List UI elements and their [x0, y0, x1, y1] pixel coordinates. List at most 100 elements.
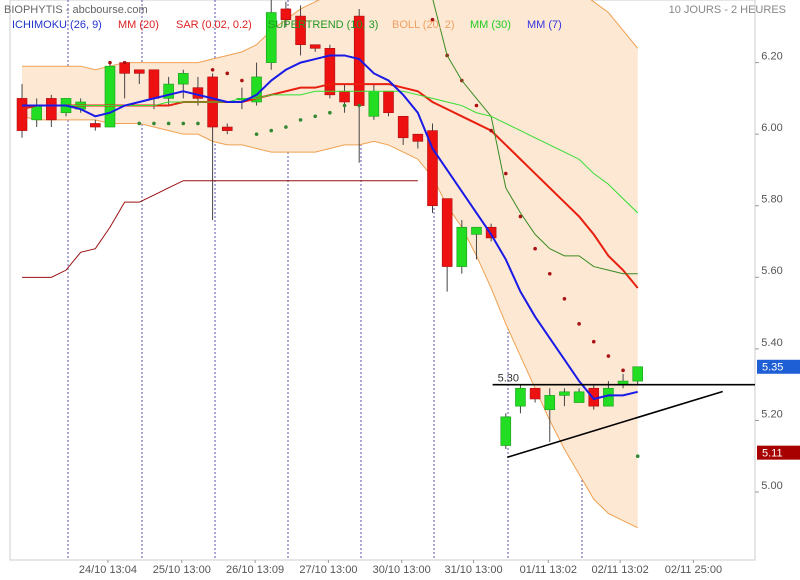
legend-entry: ICHIMOKU (26, 9) [12, 19, 102, 31]
candle-body [324, 48, 336, 96]
sar-dot [298, 118, 303, 122]
y-tick-label: 5.80 [761, 194, 782, 206]
candle-body [485, 226, 497, 239]
candle-body [339, 90, 350, 103]
legend-entry: MM (7) [527, 19, 562, 31]
candle-body [573, 391, 585, 403]
sar-dot [547, 271, 552, 276]
sar-dot [108, 60, 112, 65]
candle-body [280, 8, 292, 20]
sar-dot [196, 121, 200, 126]
candle-body [427, 130, 438, 207]
candle-body [295, 15, 306, 46]
candle-body [515, 387, 526, 407]
y-tick-label: 5.40 [761, 337, 782, 349]
legend-entry: MM (20) [118, 19, 159, 31]
sar-dot [606, 354, 611, 358]
sar-dot [313, 114, 318, 119]
sar-dot [240, 78, 244, 83]
x-tick-label: 27/10 13:00 [299, 564, 357, 576]
sar-dot [577, 322, 581, 326]
indicator-line [22, 180, 418, 278]
sar-dot [166, 121, 171, 126]
candle-body [221, 126, 233, 131]
sar-dot [137, 121, 142, 126]
x-tick-label: 24/10 13:04 [79, 564, 137, 576]
price-marker-label: 5.11 [762, 448, 783, 460]
x-tick-label: 30/10 13:00 [373, 564, 431, 576]
candle-body [134, 69, 145, 74]
x-tick-label: 26/10 13:09 [226, 564, 284, 576]
x-tick-label: 31/10 13:00 [444, 564, 502, 576]
y-tick-label: 6.00 [761, 122, 782, 134]
sar-dot [269, 128, 274, 133]
sar-dot [635, 454, 640, 459]
x-tick-label: 01/11 13:02 [520, 564, 577, 576]
sar-dot [328, 110, 332, 115]
sar-dot [254, 132, 259, 136]
candle-body [559, 391, 570, 396]
sar-dot [474, 103, 479, 108]
price-marker-label: 5.35 [762, 362, 783, 374]
chart-subtitle: 10 JOURS - 2 HEURES [669, 4, 786, 16]
candle-body [177, 73, 189, 85]
candle-body [309, 44, 321, 49]
sar-dot [518, 214, 523, 219]
indicator-line [432, 0, 638, 275]
sar-dot [122, 60, 127, 65]
x-tick-label: 02/11 13:02 [591, 564, 648, 576]
y-tick-label: 5.00 [761, 480, 782, 492]
sar-dot [357, 103, 361, 108]
trend-line [507, 390, 723, 459]
y-tick-label: 6.20 [761, 51, 782, 63]
candle-body [383, 90, 394, 114]
indicator-line [22, 54, 638, 401]
candle-body [471, 226, 482, 235]
candle-body [31, 105, 42, 121]
candle-body [104, 65, 116, 128]
price-marker [757, 445, 800, 460]
sar-dot [210, 67, 215, 72]
sar-dot [562, 296, 567, 301]
support-label: 5.30 [498, 373, 519, 385]
overlay: ICHIMOKU (26, 9) MM (20) SAR (0.02, 0.2) SU… [12, 19, 800, 576]
sar-dot [503, 171, 508, 176]
y-tick-label: 5.20 [761, 408, 782, 420]
candle-body [148, 69, 160, 99]
chart-title: BIOPHYTIS - abcbourse.com [4, 4, 148, 16]
candle-body [16, 98, 28, 131]
candle-body [397, 115, 409, 139]
candle-body [529, 387, 541, 400]
candle-body [90, 123, 101, 128]
candle-body [441, 198, 453, 267]
sar-dot [430, 17, 435, 22]
candle-body [163, 83, 174, 99]
legend-entry: MM (30) [470, 19, 511, 31]
sar-dot [152, 121, 156, 126]
legend-entry: SUPERTREND (10, 3) [268, 19, 378, 31]
sar-dot [181, 121, 186, 126]
sar-dot [225, 71, 230, 76]
candle-body [412, 133, 424, 142]
candle-body [46, 98, 57, 121]
sar-dot [621, 368, 625, 373]
candle-body [500, 416, 512, 446]
candle-body [456, 226, 468, 267]
sar-dot [489, 128, 493, 133]
sar-dot [284, 125, 288, 129]
sar-dot [591, 339, 596, 344]
legend-entry: BOLL (20, 2) [392, 19, 455, 31]
legend-entry: SAR (0.02, 0.2) [176, 19, 252, 31]
plot [16, 0, 644, 529]
candle-body [544, 395, 556, 411]
price-marker [757, 359, 800, 374]
candle-body [368, 90, 380, 117]
x-tick-label: 25/10 13:00 [153, 564, 211, 576]
candle-body [632, 366, 644, 382]
x-tick-label: 02/11 25:00 [665, 564, 722, 576]
sar-dot [533, 246, 537, 251]
candle-body [265, 12, 277, 63]
sar-dot [342, 103, 347, 108]
y-tick-label: 5.60 [761, 265, 782, 277]
